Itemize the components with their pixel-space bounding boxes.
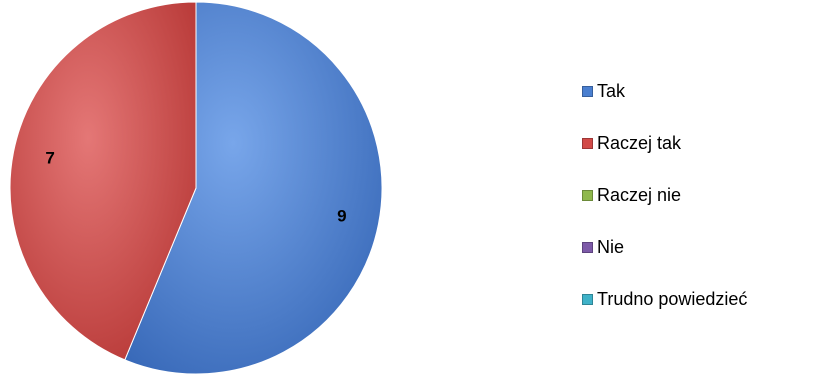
legend-label-3: Nie <box>597 237 625 257</box>
legend-label-0: Tak <box>597 81 626 101</box>
legend-swatch-2 <box>582 189 593 201</box>
legend-swatch-1 <box>582 137 593 149</box>
legend-label-4: Trudno powiedzieć <box>597 289 748 309</box>
legend-item-3: Nie <box>582 234 812 260</box>
legend-swatch-4 <box>582 293 593 305</box>
legend: Tak Raczej tak Raczej nie Nie Trudno powiedz… <box>582 78 812 312</box>
data-label-0: 9 <box>337 206 346 225</box>
data-label-1: 7 <box>45 148 54 167</box>
legend-item-1: Raczej tak <box>582 130 812 156</box>
legend-item-4: Trudno powiedzieć <box>582 286 812 312</box>
legend-swatch-3 <box>582 241 593 253</box>
legend-item-0: Tak <box>582 78 812 104</box>
pie-slice-1 <box>9 1 197 361</box>
legend-label-2: Raczej nie <box>597 185 682 205</box>
legend-item-2: Raczej nie <box>582 182 812 208</box>
legend-swatch-0 <box>582 85 593 97</box>
legend-label-1: Raczej tak <box>597 133 682 153</box>
pie-slice-0 <box>124 1 383 375</box>
